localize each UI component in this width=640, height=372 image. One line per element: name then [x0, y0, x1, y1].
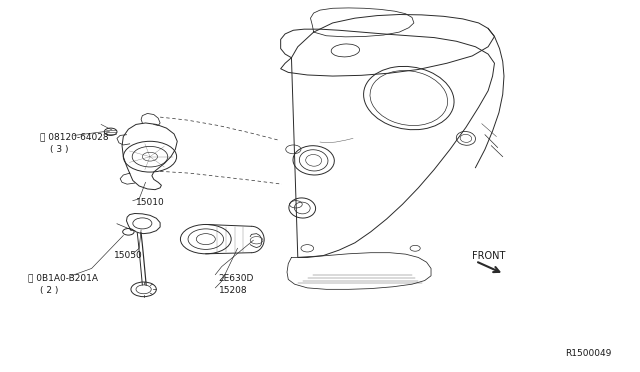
- Text: R1500049: R1500049: [566, 349, 612, 358]
- Text: 15050: 15050: [114, 251, 143, 260]
- Text: 15208: 15208: [218, 286, 247, 295]
- Text: 2E630D: 2E630D: [218, 274, 254, 283]
- Text: 15010: 15010: [136, 198, 164, 207]
- Text: ( 2 ): ( 2 ): [40, 286, 58, 295]
- Text: ( 3 ): ( 3 ): [51, 145, 69, 154]
- Text: Ⓑ 0B1A0-B201A: Ⓑ 0B1A0-B201A: [28, 273, 98, 282]
- Text: FRONT: FRONT: [472, 251, 506, 261]
- Text: Ⓑ 08120-64028: Ⓑ 08120-64028: [40, 132, 108, 141]
